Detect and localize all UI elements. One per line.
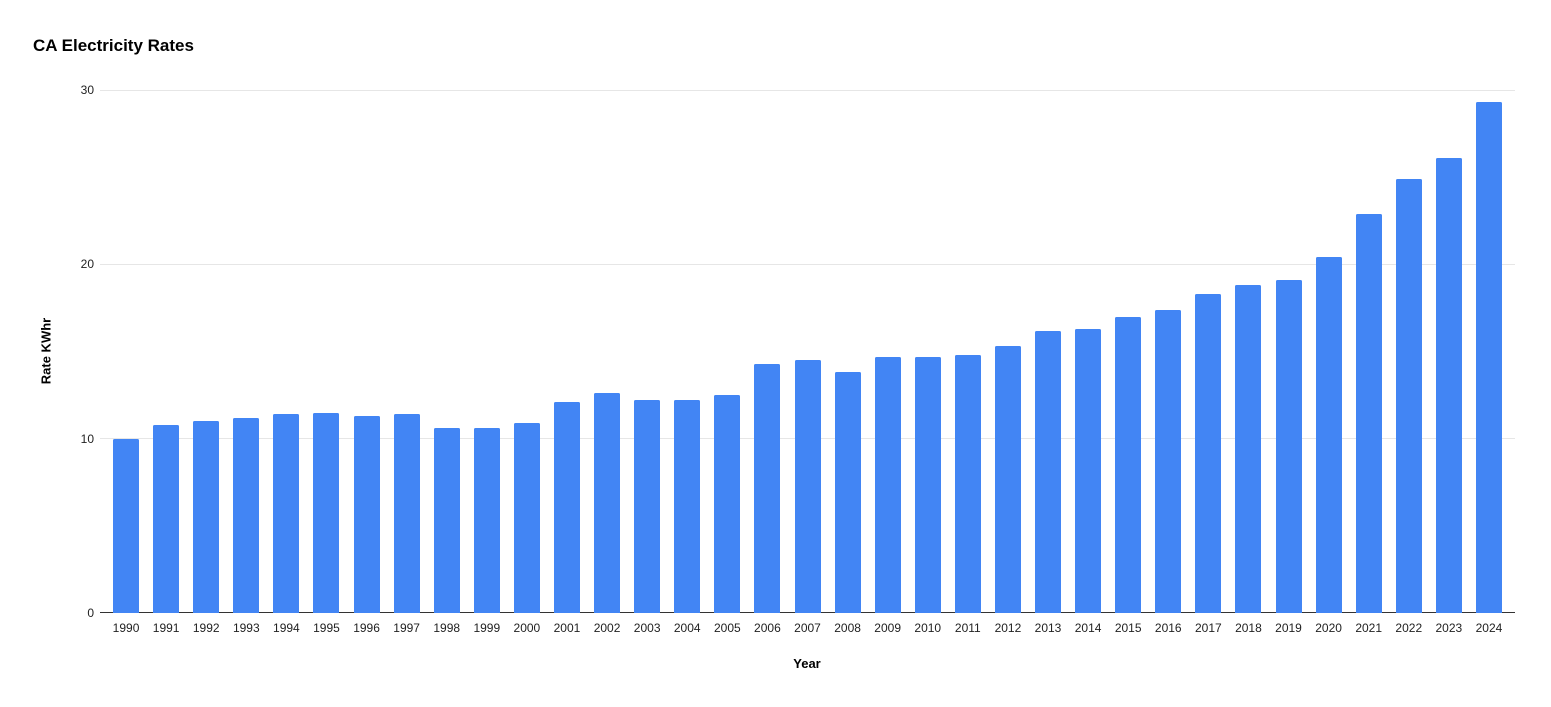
- bar-2012: [994, 346, 1021, 613]
- bar-2014: [1075, 328, 1102, 613]
- bar-2020: [1315, 257, 1342, 613]
- x-tick-label-1997: 1997: [393, 621, 420, 635]
- bar-1994: [273, 414, 300, 613]
- x-tick-label-2011: 2011: [954, 621, 981, 635]
- x-tick-label-2024: 2024: [1475, 621, 1503, 635]
- bar-2019: [1275, 280, 1302, 613]
- x-tick-label-2004: 2004: [673, 621, 701, 635]
- bar-1991: [153, 424, 180, 613]
- bar-2010: [914, 356, 941, 613]
- bar-2011: [954, 355, 981, 613]
- x-tick-label-2020: 2020: [1315, 621, 1342, 635]
- bar-2006: [754, 363, 781, 613]
- bar-2016: [1155, 309, 1182, 613]
- bar-1995: [313, 412, 340, 613]
- x-tick-label-2009: 2009: [874, 621, 901, 635]
- x-tick-label-2021: 2021: [1355, 621, 1383, 635]
- x-tick-label-2019: 2019: [1275, 621, 1302, 635]
- x-tick-label-2015: 2015: [1114, 621, 1142, 635]
- bar-2008: [834, 372, 861, 613]
- y-tick-label-0: 0: [87, 606, 94, 620]
- bar-2005: [714, 395, 741, 613]
- x-tick-label-2003: 2003: [633, 621, 661, 635]
- bar-1996: [353, 416, 380, 613]
- x-tick-label-1996: 1996: [353, 621, 380, 635]
- x-tick-label-1990: 1990: [112, 621, 140, 635]
- x-tick-label-2005: 2005: [713, 621, 741, 635]
- bar-1997: [393, 414, 420, 613]
- bar-2000: [513, 422, 540, 613]
- x-tick-label-2001: 2001: [553, 621, 581, 635]
- x-tick-label-1993: 1993: [232, 621, 260, 635]
- plot-area: [100, 89, 1515, 613]
- x-axis-title: Year: [793, 656, 821, 671]
- bar-1993: [233, 417, 260, 613]
- bar-2024: [1475, 102, 1502, 613]
- x-tick-label-1999: 1999: [473, 621, 501, 635]
- bar-2001: [553, 402, 580, 613]
- bar-2009: [874, 356, 901, 613]
- y-tick-label-20: 20: [80, 257, 94, 272]
- x-tick-label-1994: 1994: [273, 621, 300, 635]
- bar-1999: [473, 428, 500, 613]
- x-tick-label-2022: 2022: [1395, 621, 1423, 635]
- x-tick-label-1995: 1995: [313, 621, 340, 635]
- x-tick-label-1998: 1998: [433, 621, 461, 635]
- chart-title: CA Electricity Rates: [33, 36, 194, 55]
- x-tick-label-2010: 2010: [914, 621, 942, 635]
- bar-1990: [113, 438, 140, 613]
- y-axis-title: Rate KWhr: [38, 317, 54, 385]
- x-tick-label-2006: 2006: [754, 621, 781, 635]
- x-tick-label-2018: 2018: [1235, 621, 1262, 635]
- bar-2018: [1235, 285, 1262, 613]
- y-tick-label-30: 30: [80, 83, 94, 97]
- x-tick-label-2013: 2013: [1034, 621, 1062, 635]
- x-tick-label-2000: 2000: [513, 621, 541, 635]
- x-tick-label-2017: 2017: [1194, 621, 1222, 635]
- bar-2023: [1435, 158, 1462, 613]
- bar-2015: [1115, 316, 1142, 613]
- x-tick-label-1991: 1991: [152, 621, 180, 635]
- bar-2002: [594, 393, 621, 613]
- x-tick-label-2016: 2016: [1154, 621, 1182, 635]
- x-tick-label-1992: 1992: [192, 621, 220, 635]
- gridline-20: [100, 263, 1515, 265]
- bar-2021: [1355, 213, 1382, 613]
- bar-2013: [1035, 330, 1061, 613]
- x-tick-label-2008: 2008: [834, 621, 861, 635]
- x-tick-label-2012: 2012: [994, 621, 1022, 635]
- bar-2004: [674, 400, 701, 613]
- x-tick-label-2023: 2023: [1435, 621, 1463, 635]
- x-tick-label-2007: 2007: [794, 621, 821, 635]
- bar-2003: [634, 400, 661, 613]
- x-tick-label-2014: 2014: [1074, 621, 1102, 635]
- bar-1998: [433, 428, 460, 613]
- gridline-30: [100, 89, 1515, 91]
- bar-1992: [193, 421, 220, 613]
- y-tick-label-10: 10: [80, 431, 94, 446]
- bar-2022: [1395, 178, 1422, 613]
- x-tick-label-2002: 2002: [593, 621, 621, 635]
- bar-2017: [1195, 293, 1222, 613]
- bar-2007: [794, 360, 821, 613]
